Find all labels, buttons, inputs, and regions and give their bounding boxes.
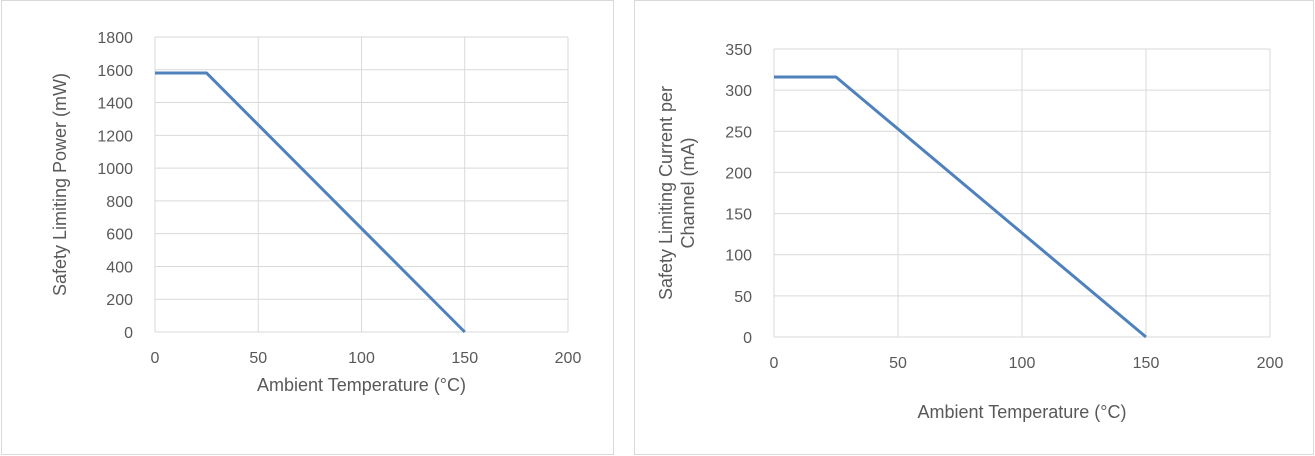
y-axis-title: Safety Limiting Power (mW)	[50, 73, 70, 296]
x-tick-label: 150	[451, 350, 478, 367]
y-tick-label: 50	[734, 289, 752, 306]
y-axis-title-line: Safety Limiting Power (mW)	[50, 73, 70, 296]
y-tick-label: 800	[106, 194, 133, 211]
y-tick-label: 150	[725, 207, 752, 224]
series-line	[774, 75, 1147, 339]
series-line	[155, 71, 466, 334]
x-tick-label: 50	[249, 350, 267, 367]
y-tick-label: 350	[725, 42, 752, 59]
x-tick-label: 100	[1009, 355, 1036, 372]
power-chart-svg: 0 200 400 600 800 1000 1200 1400 1600 1800 0 50 100 1…	[50, 30, 582, 395]
x-tick-label: 0	[770, 355, 779, 372]
y-tick-label: 100	[725, 248, 752, 265]
x-axis-title: Ambient Temperature (°C)	[257, 375, 466, 395]
y-axis-title-line: Safety Limiting Current per	[656, 86, 676, 300]
y-tick-label: 0	[124, 325, 133, 342]
y-tick-label: 200	[106, 292, 133, 309]
y-tick-label: 200	[725, 165, 752, 182]
x-tick-label: 200	[1257, 355, 1284, 372]
current-chart-svg: 0 50 100 150 200 250 300 350 0 50 100 150 200 Ambient…	[656, 42, 1284, 422]
y-tick-label: 1400	[97, 96, 133, 113]
x-tick-label: 50	[889, 355, 907, 372]
y-tick-label: 600	[106, 227, 133, 244]
x-tick-label: 200	[555, 350, 582, 367]
y-axis-title: Safety Limiting Current per Channel (mA)	[656, 86, 698, 300]
x-tick-label: 150	[1133, 355, 1160, 372]
y-axis-title-line: Channel (mA)	[678, 137, 698, 248]
y-tick-label: 1800	[97, 30, 133, 47]
y-tick-label: 1600	[97, 63, 133, 80]
chart-panel-current: 0 50 100 150 200 250 300 350 0 50 100 150 200 Ambient…	[634, 0, 1314, 455]
y-tick-label: 1200	[97, 128, 133, 145]
y-tick-label: 400	[106, 259, 133, 276]
y-tick-label: 300	[725, 83, 752, 100]
y-tick-label: 1000	[97, 161, 133, 178]
x-tick-label: 0	[151, 350, 160, 367]
chart-panel-power: 0 200 400 600 800 1000 1200 1400 1600 1800 0 50 100 1…	[1, 0, 614, 455]
x-tick-label: 100	[348, 350, 375, 367]
x-axis-title: Ambient Temperature (°C)	[918, 402, 1127, 422]
y-tick-label: 250	[725, 124, 752, 141]
y-tick-label: 0	[743, 330, 752, 347]
